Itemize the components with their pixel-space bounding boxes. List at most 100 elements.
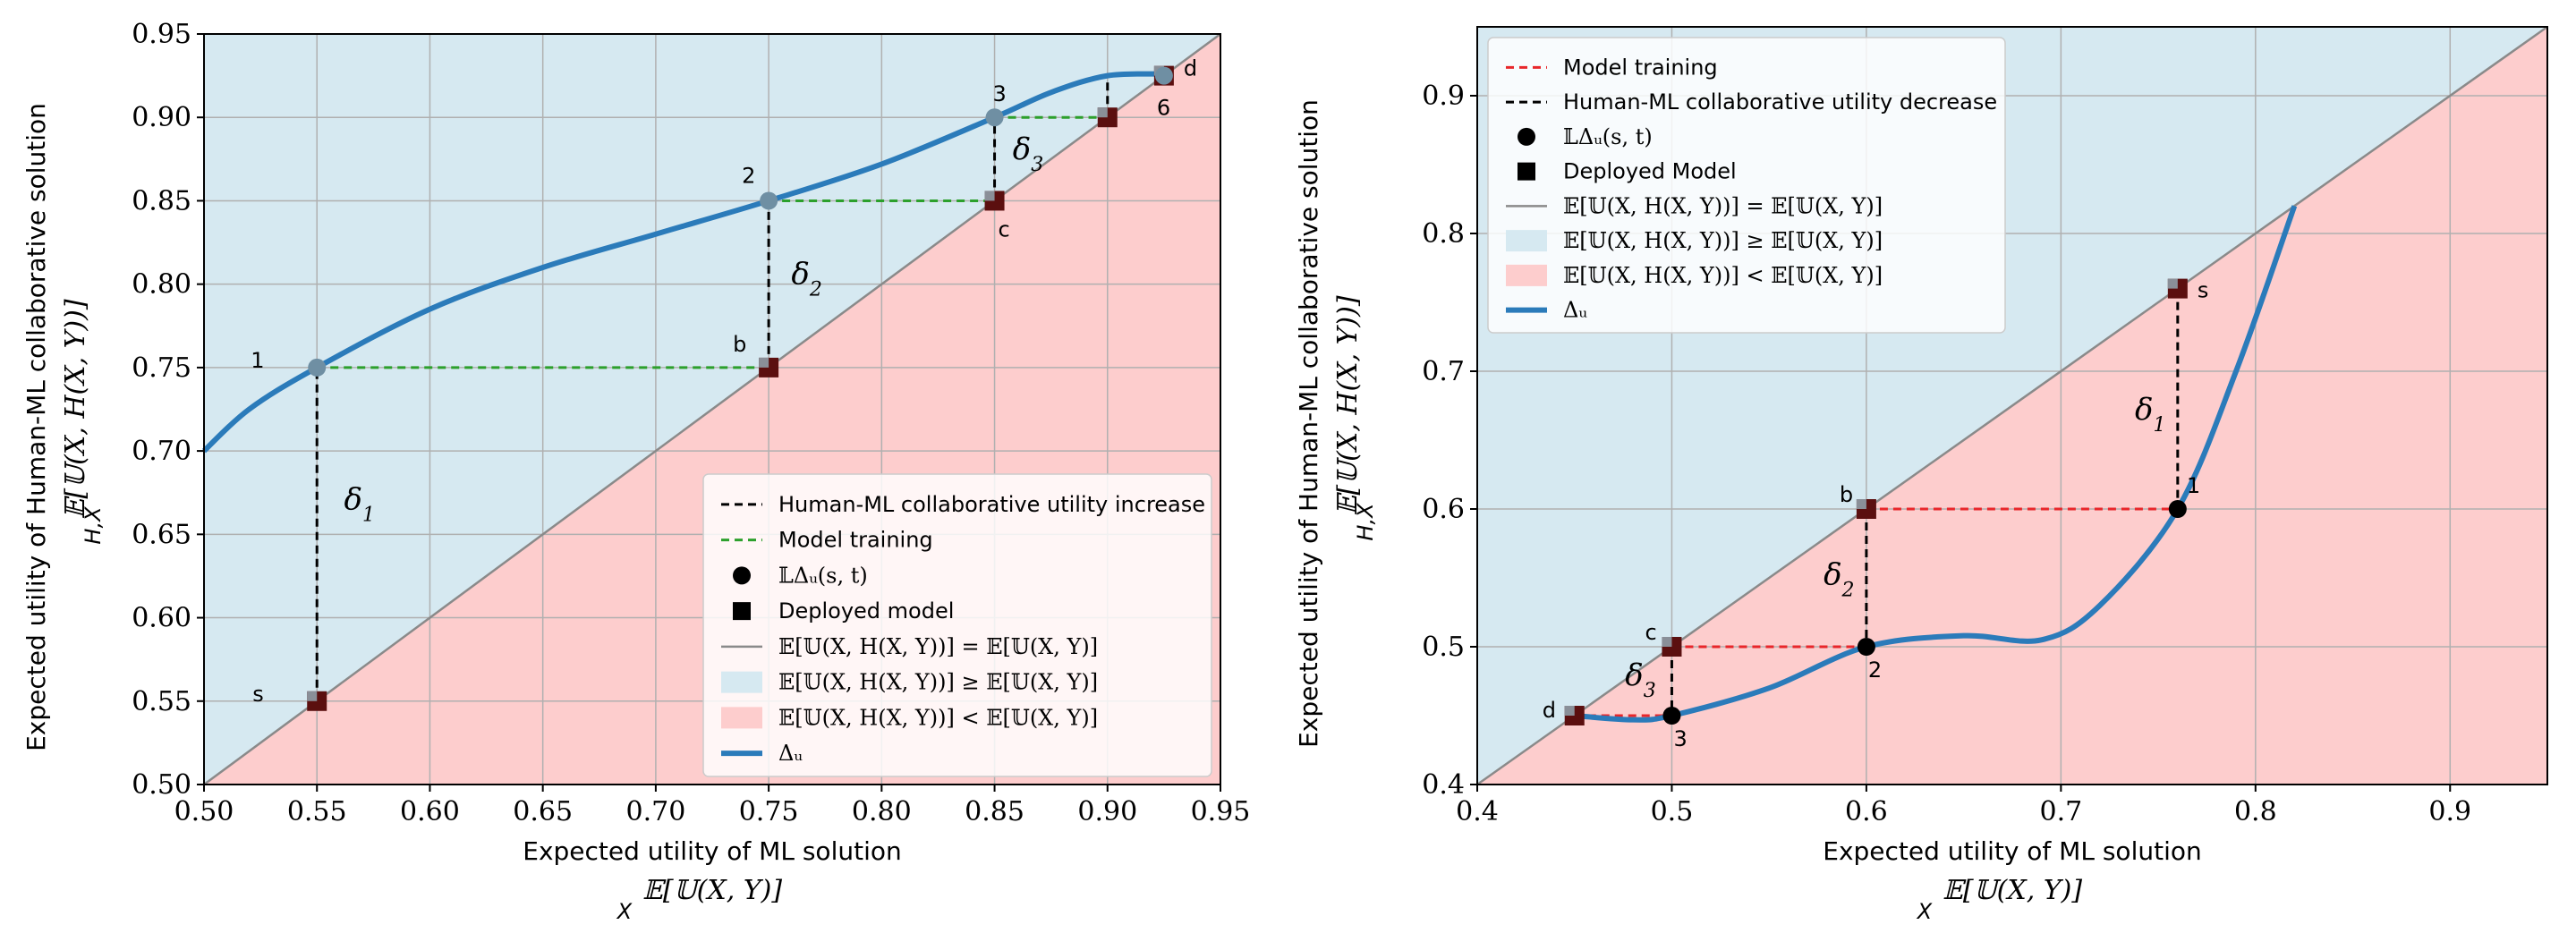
- chart-1-deployed-square-overlay: [1564, 706, 1575, 716]
- chart-1-legend-handle-square: [1518, 162, 1535, 181]
- chart-1-deployed-square-overlay: [1662, 637, 1672, 647]
- chart-0-point-label: 1: [251, 348, 264, 373]
- chart-1-point-label: 1: [2187, 473, 2200, 498]
- chart-1-y-axis-label: Expected utility of Human-ML collaborati…: [1294, 99, 1323, 748]
- chart-0-point-label: d: [1184, 56, 1197, 81]
- chart-0-legend-label: 𝔼[𝕌(X, H(X, Y))] ≥ 𝔼[𝕌(X, Y)]: [778, 670, 1098, 695]
- chart-1-x-axis-label: Expected utility of ML solution: [1823, 836, 2201, 866]
- chart-0-x-tick-label: 0.85: [965, 796, 1024, 827]
- chart-0-point-label: s: [252, 682, 264, 707]
- chart-0-x-tick-label: 0.65: [513, 796, 573, 827]
- chart-0-legend-handle-circle: [733, 566, 751, 585]
- chart-1-y-axis-math: 𝔼[𝕌(X, H(X, Y))]: [1332, 295, 1364, 515]
- chart-1-x-axis-math-sub: X: [1916, 899, 1933, 924]
- chart-1-y-tick-label: 0.8: [1422, 218, 1465, 250]
- chart-1-x-tick-label: 0.7: [2040, 796, 2083, 827]
- chart-0-deployed-square-overlay: [759, 357, 769, 368]
- chart-0-legend-label: Deployed model: [778, 598, 954, 623]
- chart-0-x-tick-label: 0.80: [852, 796, 912, 827]
- chart-1-legend-handle-patch: [1506, 230, 1547, 252]
- chart-1-point-label: c: [1645, 620, 1656, 645]
- chart-0-x-tick-label: 0.60: [400, 796, 460, 827]
- chart-0-legend-handle-square: [733, 602, 751, 621]
- chart-0-x-axis-math: 𝔼[𝕌(X, Y)]: [642, 875, 782, 906]
- chart-0-legend-handle-patch: [721, 707, 762, 729]
- chart-1-point-label: d: [1543, 698, 1556, 723]
- chart-0-utility-circle: [760, 191, 778, 210]
- chart-1-point-label: s: [2198, 278, 2209, 303]
- chart-0-y-tick-label: 0.85: [132, 185, 191, 216]
- chart-1-deployed-square-overlay: [2167, 278, 2178, 289]
- chart-1-x-tick-label: 0.6: [1845, 796, 1888, 827]
- chart-0-y-tick-label: 0.95: [132, 19, 191, 50]
- chart-1-legend-label: Δᵤ: [1563, 298, 1587, 323]
- chart-1-point-label: b: [1840, 482, 1853, 507]
- chart-0-y-tick-label: 0.60: [132, 603, 191, 634]
- chart-1-deployed-square-overlay: [1856, 499, 1866, 509]
- chart-1-legend-label: Model training: [1563, 55, 1718, 80]
- chart-0-point-label: c: [999, 216, 1010, 242]
- chart-1-identity-line: [1476, 25, 2548, 786]
- chart-0-x-tick-label: 0.50: [174, 796, 234, 827]
- chart-0-point-label: 2: [742, 163, 755, 188]
- chart-0-y-tick-label: 0.80: [132, 269, 191, 301]
- chart-0-legend: Human-ML collaborative utility increase M…: [702, 473, 1212, 777]
- chart-1-legend-label: 𝔼[𝕌(X, H(X, Y))] ≥ 𝔼[𝕌(X, Y)]: [1563, 228, 1883, 253]
- chart-0-utility-circle: [985, 108, 1004, 127]
- chart-1-legend-handle-patch: [1506, 264, 1547, 286]
- chart-0-legend-handle-patch: [721, 671, 762, 693]
- chart-1-x-tick-label: 0.4: [1456, 796, 1499, 827]
- chart-1-y-tick-label: 0.6: [1422, 494, 1465, 525]
- chart-0-legend-label: 𝕃Δᵤ(s, t): [778, 563, 868, 588]
- chart-0-x-tick-label: 0.55: [287, 796, 347, 827]
- chart-0-legend-label: Model training: [778, 528, 933, 553]
- chart-1-x-axis-math: 𝔼[𝕌(X, Y)]: [1943, 875, 2082, 906]
- chart-0-point-label: b: [733, 332, 746, 357]
- chart-1-y-tick-label: 0.5: [1422, 632, 1465, 663]
- chart-0-x-tick-label: 0.90: [1077, 796, 1137, 827]
- chart-0-legend-label: Δᵤ: [778, 741, 803, 766]
- chart-0-x-axis-math-sub: X: [616, 899, 633, 924]
- chart-1-legend-box: [1487, 37, 2006, 334]
- chart-0-y-tick-label: 0.90: [132, 102, 191, 133]
- chart-1-point-label: 3: [1673, 726, 1687, 751]
- chart-0-y-tick-label: 0.70: [132, 436, 191, 467]
- chart-1-y-tick-label: 0.4: [1422, 769, 1465, 801]
- chart-0-deployed-square-overlay: [984, 191, 995, 201]
- chart-0-identity-line: [203, 32, 1221, 786]
- chart-0-y-axis-math: 𝔼[𝕌(X, H(X, Y))]: [60, 299, 91, 519]
- chart-1-legend-label: Human-ML collaborative utility decrease: [1563, 89, 1997, 115]
- chart-1-legend-label: 𝕃Δᵤ(s, t): [1563, 124, 1653, 149]
- chart-1-axes-frame: [1476, 26, 2548, 785]
- chart-0-utility-circle: [1154, 66, 1173, 85]
- chart-1-x-tick-label: 0.9: [2428, 796, 2471, 827]
- chart-0-legend-label: 𝔼[𝕌(X, H(X, Y))] = 𝔼[𝕌(X, Y)]: [778, 634, 1098, 659]
- chart-0-y-axis-label: Expected utility of Human-ML collaborati…: [21, 103, 51, 751]
- chart-0-x-tick-label: 0.70: [625, 796, 685, 827]
- chart-0-point-label: 6: [1157, 96, 1170, 121]
- chart-1-point-label: 2: [1868, 657, 1882, 683]
- chart-0-deployed-square-overlay: [1097, 107, 1108, 118]
- chart-1-legend-label: 𝔼[𝕌(X, H(X, Y))] < 𝔼[𝕌(X, Y)]: [1563, 263, 1883, 288]
- chart-0-legend-label: Human-ML collaborative utility increase: [778, 492, 1205, 517]
- chart-1-y-tick-label: 0.9: [1422, 81, 1465, 112]
- chart-1-legend: Model training Human-ML collaborative uti…: [1487, 37, 2006, 334]
- chart-0-x-tick-label: 0.75: [739, 796, 799, 827]
- chart-0-y-tick-label: 0.65: [132, 519, 191, 550]
- chart-1-legend-label: 𝔼[𝕌(X, H(X, Y))] = 𝔼[𝕌(X, Y)]: [1563, 193, 1883, 218]
- chart-0-x-tick-label: 0.95: [1191, 796, 1251, 827]
- chart-0-y-tick-label: 0.55: [132, 686, 191, 717]
- chart-1-utility-circle: [1662, 707, 1681, 725]
- chart-0-utility-circle: [308, 358, 327, 377]
- chart-1-x-tick-label: 0.5: [1651, 796, 1694, 827]
- chart-0-legend-label: 𝔼[𝕌(X, H(X, Y))] < 𝔼[𝕌(X, Y)]: [778, 705, 1098, 730]
- chart-0-deployed-square-overlay: [307, 691, 318, 701]
- chart-0-x-axis-label: Expected utility of ML solution: [523, 836, 901, 866]
- chart-1-legend-handle-circle: [1518, 127, 1535, 146]
- chart-1-y-axis-math-sub: H,X: [1353, 503, 1378, 541]
- chart-0-legend-box: [702, 473, 1212, 777]
- chart-1-utility-circle: [1857, 638, 1875, 656]
